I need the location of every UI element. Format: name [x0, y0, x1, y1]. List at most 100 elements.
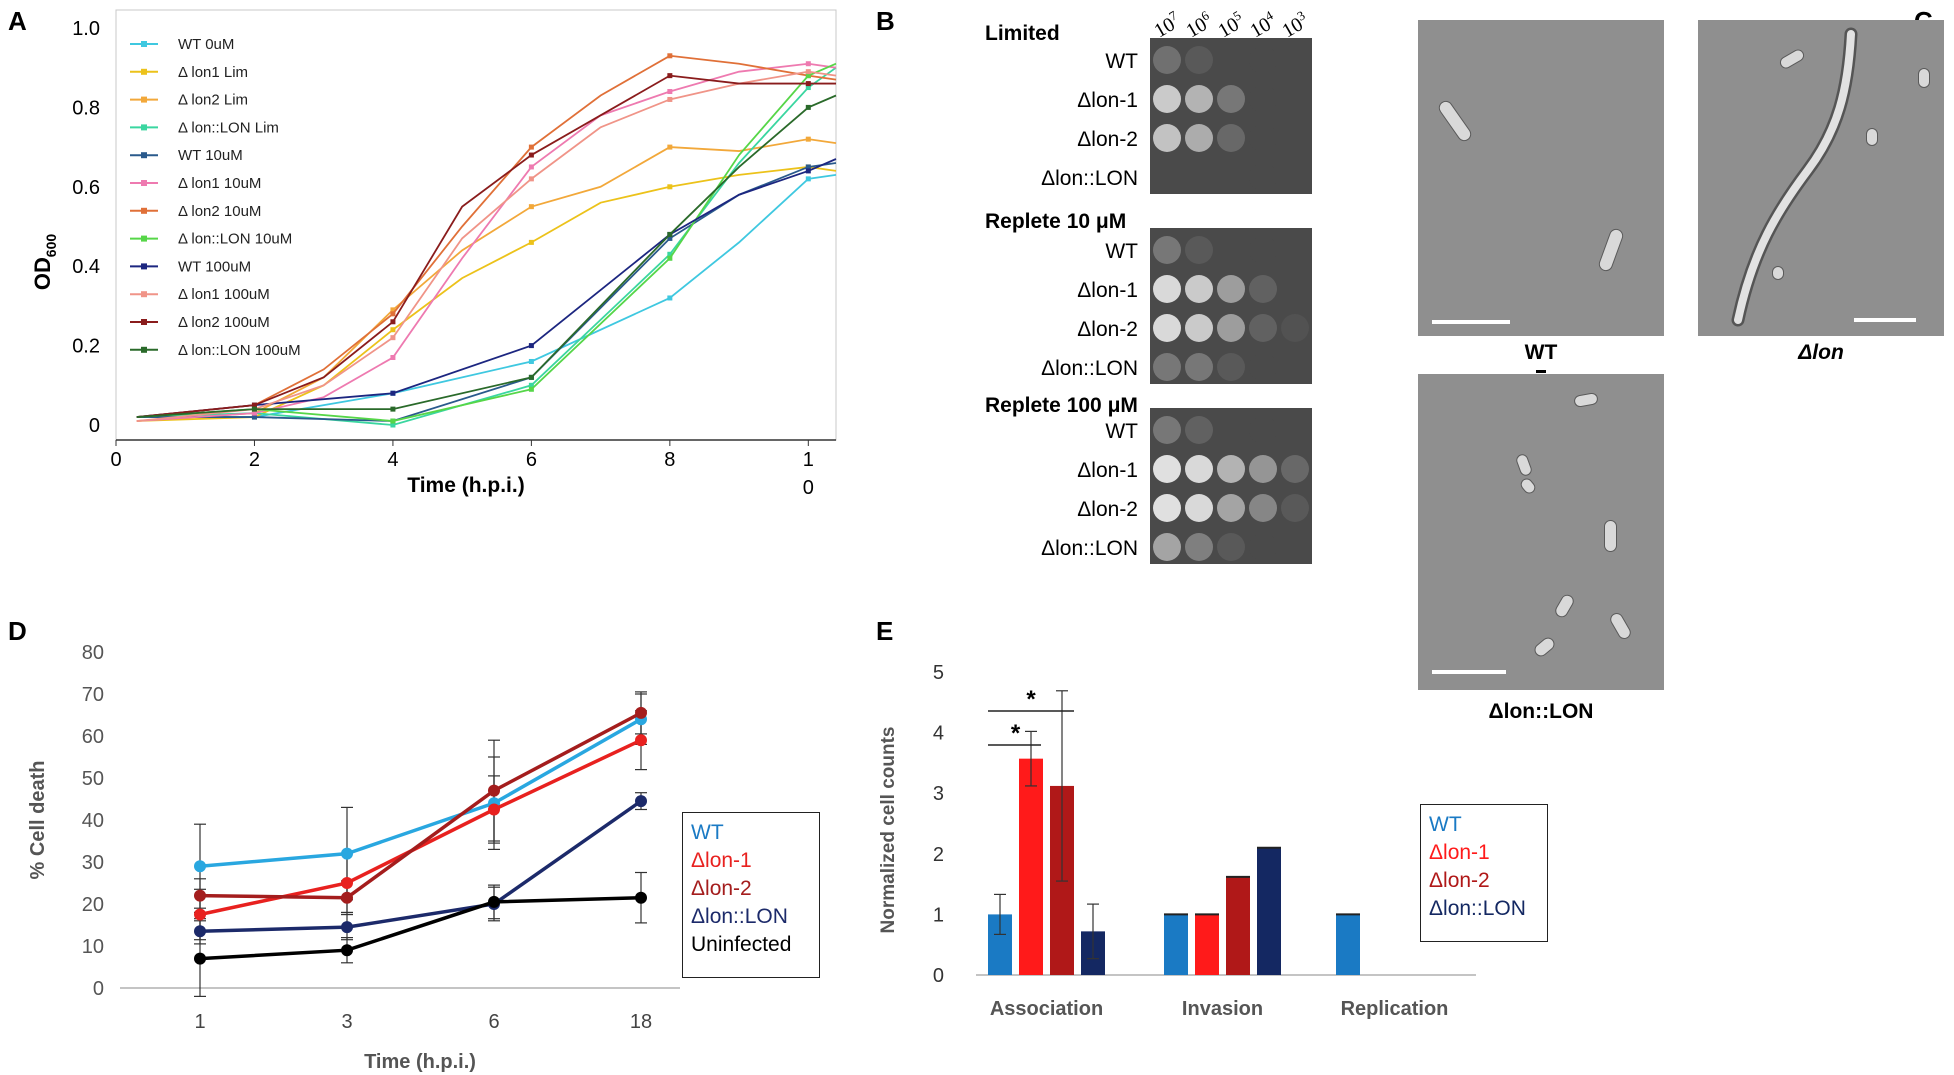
legend-marker [141, 346, 147, 353]
colony-spot [1249, 275, 1277, 303]
legend-marker [141, 207, 147, 214]
series-line [199, 895, 642, 961]
data-point [805, 168, 811, 174]
spot-dilution-plates: 107 106 105 104 103 Limited WT Δlon-1 Δlon-2 Δlon… [985, 7, 1312, 564]
panel-label-a: A [8, 6, 27, 36]
x-tick-label-2: 0 [803, 477, 814, 499]
y-tick-label: 80 [82, 642, 104, 664]
x-tick-label: 18 [630, 1011, 652, 1033]
x-tick-label: 1 [194, 1011, 205, 1033]
x-tick-label: 6 [488, 1011, 499, 1033]
legend-marker [141, 180, 147, 186]
y-tick-label: 50 [82, 768, 104, 790]
legend-d-lonlon: Δlon::LON [691, 905, 788, 928]
dilution-label: 105 [1213, 7, 1248, 42]
data-point [194, 860, 206, 873]
colony-spot [1153, 353, 1181, 381]
colony-spot [1185, 163, 1213, 191]
legend-marker [141, 291, 147, 298]
legend-e-lonlon: Δlon::LON [1429, 897, 1526, 920]
legend-label: WT 0uM [178, 36, 234, 53]
data-point [667, 73, 673, 79]
y-tick-label: 0 [93, 978, 104, 1000]
data-point [341, 847, 353, 860]
data-point [805, 61, 811, 67]
bar [1257, 847, 1281, 975]
data-point [667, 96, 673, 102]
data-point [390, 355, 396, 361]
legend-marker [141, 124, 147, 131]
y-tick-label: 4 [933, 723, 944, 745]
x-axis-title: Time (h.p.i.) [407, 474, 524, 497]
colony-spot [1249, 494, 1277, 522]
strain-label: Δlon::LON [1041, 167, 1138, 190]
panel-label-b: B [876, 6, 895, 36]
colony-spot [1249, 236, 1277, 264]
colony-spot [1153, 314, 1181, 342]
panel-label-d: D [8, 616, 27, 646]
colony-spot [1217, 236, 1245, 264]
colony-spot [1281, 314, 1309, 342]
bacterial-cell [1552, 592, 1577, 620]
x-tick-label: 8 [664, 449, 675, 471]
legend-marker [141, 152, 147, 159]
x-tick-label: 1 [803, 449, 814, 471]
category-label: Association [990, 998, 1103, 1020]
strain-label: Δlon::LON [1041, 357, 1138, 380]
y-tick-label: 0.4 [72, 256, 100, 278]
scale-bar [1432, 320, 1510, 324]
data-point [251, 406, 257, 412]
y-tick-label: 70 [82, 684, 104, 706]
bacterial-cell [1514, 452, 1534, 478]
plate-group-title: Replete 10 μM [985, 210, 1126, 233]
colony-spot [1281, 533, 1309, 561]
bar [1226, 876, 1250, 975]
bar [1195, 914, 1219, 975]
data-point [805, 69, 811, 75]
series-line [199, 711, 642, 900]
data-point [251, 402, 257, 408]
data-point [194, 925, 206, 938]
data-point [341, 921, 353, 934]
filamentous-cell [1731, 27, 1858, 327]
legend-e-lon1: Δlon-1 [1429, 841, 1490, 864]
colony-spot [1249, 85, 1277, 113]
x-tick-label: 4 [387, 449, 398, 471]
data-point [251, 414, 257, 420]
data-point [390, 311, 396, 317]
dilution-label: 103 [1277, 7, 1312, 42]
bacterial-cell [1573, 392, 1599, 408]
series-line [136, 162, 837, 422]
colony-spot [1185, 46, 1213, 74]
data-point [667, 231, 673, 237]
data-point [390, 307, 396, 313]
short-rule [1536, 370, 1546, 373]
cell-counts-chart: 0 1 2 3 4 5 Normalized cell counts Association I… [878, 662, 1476, 1020]
panel-label-e: E [876, 616, 894, 646]
legend-marker [141, 263, 147, 270]
bar [1019, 758, 1043, 975]
colony-spot [1153, 85, 1181, 113]
bacterial-cell [1866, 128, 1878, 146]
data-point [194, 908, 206, 921]
y-tick-label: 20 [82, 894, 104, 916]
strain-label: WT [1105, 420, 1138, 443]
data-point [194, 952, 206, 965]
colony-spot [1249, 46, 1277, 74]
colony-spot [1153, 46, 1181, 74]
y-tick-label: 0 [933, 965, 944, 987]
data-point [805, 136, 811, 142]
colony-spot [1185, 533, 1213, 561]
data-point [528, 343, 534, 349]
colony-spot [1281, 124, 1309, 152]
legend-d-lon1: Δlon-1 [691, 849, 752, 872]
micrograph-complemented [1418, 374, 1664, 690]
colony-spot [1249, 163, 1277, 191]
data-point [805, 104, 811, 110]
x-tick-label: 0 [110, 449, 121, 471]
strain-label: Δlon-1 [1077, 459, 1138, 482]
bar [1336, 914, 1360, 975]
colony-spot [1249, 416, 1277, 444]
colony-spot [1281, 416, 1309, 444]
bacterial-cell [1518, 476, 1538, 496]
